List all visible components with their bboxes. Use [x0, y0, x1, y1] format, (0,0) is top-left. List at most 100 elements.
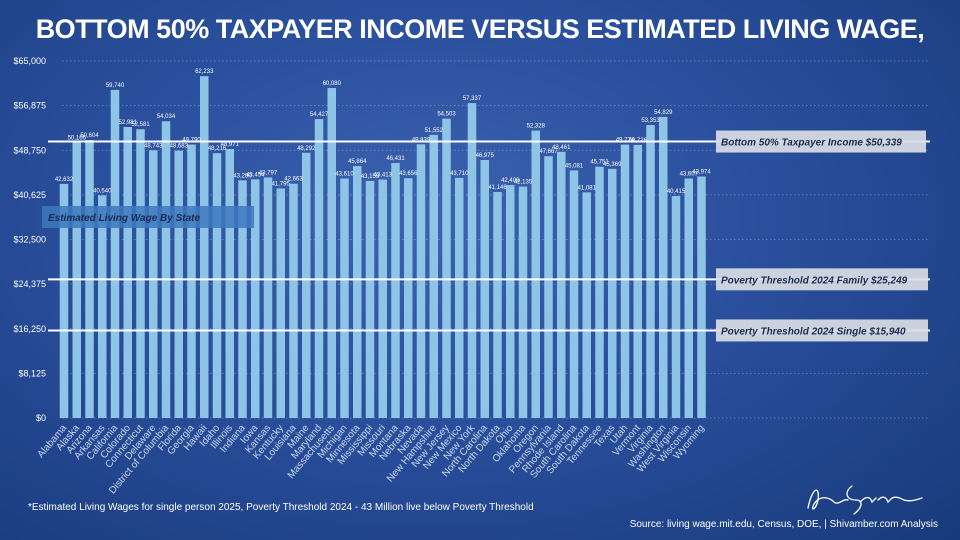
data-label: 45,081	[565, 163, 584, 169]
bar	[404, 178, 413, 418]
data-label: 48,292	[297, 146, 316, 152]
data-label: 48,971	[221, 142, 240, 148]
data-label: 62,233	[195, 69, 214, 75]
series-label: Estimated Living Wage By State	[48, 213, 201, 224]
data-label: 45,751	[590, 160, 609, 166]
data-label: 41,146	[488, 185, 507, 191]
y-tick-label: $8,125	[18, 368, 46, 378]
footnote: *Estimated Living Wages for single perso…	[28, 502, 534, 513]
bar	[518, 186, 528, 418]
bar	[59, 183, 69, 418]
bar	[391, 162, 400, 418]
data-label: 41,081	[578, 185, 597, 191]
series-label-box	[42, 206, 254, 228]
bar	[544, 156, 553, 418]
bar	[646, 124, 655, 419]
data-label: 43,454	[246, 172, 265, 178]
data-label: 43,797	[259, 170, 278, 176]
bar	[212, 153, 222, 418]
data-label: 47,667	[539, 149, 558, 155]
bar	[225, 149, 234, 418]
bar	[353, 166, 362, 418]
bar	[569, 170, 579, 418]
bar	[480, 159, 489, 418]
bar	[302, 152, 311, 418]
data-label: 50,166	[68, 135, 87, 141]
bar	[467, 103, 477, 418]
data-label: 48,683	[170, 144, 189, 150]
reference-label: Poverty Threshold 2024 Single $15,940	[721, 326, 906, 337]
reference-label-box	[716, 130, 926, 153]
bar	[684, 178, 693, 418]
y-tick-label: $0	[36, 413, 46, 423]
data-label: 52,328	[527, 124, 546, 130]
y-tick-label: $48,750	[13, 145, 46, 155]
data-label: 59,740	[106, 83, 125, 89]
bar	[174, 150, 183, 418]
bar	[595, 166, 604, 418]
bar	[187, 144, 196, 418]
bar	[557, 151, 566, 418]
bar	[263, 177, 273, 418]
data-label: 41,795	[272, 181, 291, 187]
bar	[276, 188, 285, 418]
bar	[136, 129, 145, 418]
bar	[327, 88, 336, 418]
bar	[98, 195, 107, 418]
bar	[314, 119, 324, 419]
reference-label: Bottom 50% Taxpayer Income $50,339	[721, 138, 902, 149]
reference-label-box	[716, 268, 928, 291]
data-label: 48,743	[144, 143, 163, 149]
y-tick-label: $16,250	[13, 324, 46, 334]
bar	[416, 144, 426, 419]
data-label: 40,415	[667, 189, 686, 195]
bar	[506, 185, 515, 418]
data-label: 43,710	[450, 171, 469, 177]
bar	[608, 168, 617, 418]
bar	[620, 144, 630, 419]
bar	[365, 180, 375, 418]
data-label: 43,607	[680, 171, 699, 177]
data-label: 43,413	[374, 173, 393, 179]
bar	[455, 177, 464, 418]
data-label: 42,135	[514, 180, 533, 186]
data-label: 42,632	[55, 177, 74, 183]
bar	[238, 180, 247, 418]
data-label: 42,409	[501, 178, 520, 184]
data-label: 52,981	[119, 120, 138, 126]
data-label: 46,431	[386, 156, 405, 162]
bar	[582, 192, 591, 418]
bar	[429, 134, 438, 419]
data-label: 45,369	[603, 162, 622, 168]
bar	[251, 179, 260, 418]
source-note: Source: living wage.mit.edu, Census, DOE…	[629, 519, 938, 530]
bar	[200, 76, 209, 419]
y-tick-label: $24,375	[13, 279, 46, 289]
signature-image	[807, 485, 923, 515]
data-label: 50,604	[80, 133, 99, 139]
data-label: 54,503	[437, 112, 456, 118]
bars	[59, 76, 706, 419]
data-label: 46,975	[476, 153, 495, 159]
y-tick-label: $32,500	[13, 235, 46, 245]
y-tick-label: $65,000	[13, 56, 46, 66]
data-label: 43,610	[335, 171, 354, 177]
reference-label-box	[716, 319, 928, 342]
bar	[697, 176, 706, 418]
bar	[531, 130, 540, 419]
bar	[442, 118, 451, 418]
data-label: 43,656	[399, 171, 418, 177]
chart-title: BOTTOM 50% TAXPAYER INCOME VERSUS ESTIMA…	[35, 14, 925, 44]
reference-lines: Bottom 50% Taxpayer Income $50,339 Povert…	[48, 130, 930, 342]
bar	[161, 121, 171, 419]
y-tick-label: $40,625	[13, 190, 46, 200]
data-label: 60,080	[323, 81, 342, 87]
x-axis-ticks: AlabamaAlaskaArizonaArkansasCaliforniaCo…	[36, 422, 707, 496]
data-label: 42,663	[284, 177, 303, 183]
data-label: 43,159	[361, 174, 380, 180]
bar	[289, 183, 298, 418]
data-label: 49,839	[412, 137, 431, 143]
data-label: 54,034	[157, 114, 176, 120]
data-label: 54,829	[654, 110, 673, 116]
